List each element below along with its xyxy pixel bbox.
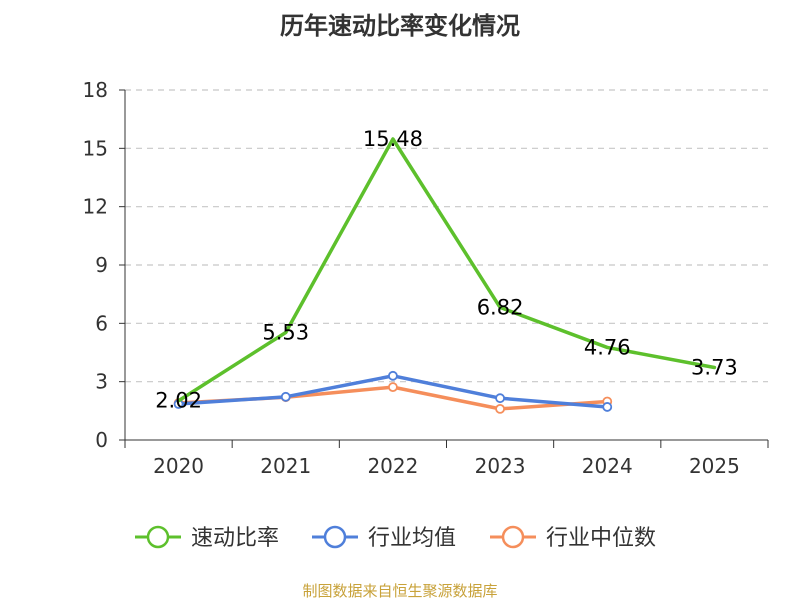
series-2-point-2022 [388, 382, 398, 393]
y-tick-label-15: 15 [83, 136, 108, 160]
grid-lines [125, 89, 768, 383]
y-tick-label-18: 18 [83, 78, 108, 102]
data-label-2022: 15.48 [363, 127, 423, 151]
legend-marker-0 [146, 525, 170, 549]
legend-label-0: 速动比率 [191, 526, 279, 551]
y-tick-label-0: 0 [95, 428, 108, 452]
series-1-point-2023 [495, 393, 505, 404]
data-label-2023: 6.82 [477, 295, 524, 319]
chart-title: 历年速动比率变化情况 [280, 12, 520, 40]
y-tick-label-9: 9 [95, 253, 108, 277]
x-tick-label-2023: 2023 [475, 454, 526, 478]
series-lines [173, 137, 717, 414]
axes: 0 3 6 9 12 15 18 2020 2021 2022 2023 2024 2025 [83, 78, 769, 478]
data-label-2021: 5.53 [262, 320, 309, 344]
data-label-2024: 4.76 [584, 335, 631, 359]
x-tick-label-2024: 2024 [582, 454, 633, 478]
legend-label-2: 行业中位数 [546, 526, 656, 551]
data-label-2025: 3.73 [691, 355, 738, 379]
source-note: 制图数据来自恒生聚源数据库 [302, 582, 497, 600]
series-1-point-2022 [388, 370, 398, 381]
y-tick-label-3: 3 [95, 370, 108, 394]
y-tick-label-6: 6 [95, 311, 108, 335]
legend-marker-1 [323, 525, 347, 549]
x-tick-label-2021: 2021 [260, 454, 311, 478]
x-tick-label-2020: 2020 [153, 454, 204, 478]
legend-marker-2 [501, 525, 525, 549]
data-labels: 2.02 5.53 15.48 6.82 4.76 3.73 [155, 127, 738, 413]
x-tick-label-2022: 2022 [367, 454, 418, 478]
legend-label-1: 行业均值 [368, 526, 456, 551]
series-line-0 [176, 137, 717, 403]
legend: 速动比率 行业均值 行业中位数 [135, 525, 656, 551]
series-2-point-2023 [495, 403, 505, 414]
series-1-point-2021 [280, 391, 291, 402]
series-1-point-2024 [602, 402, 613, 412]
data-label-2020: 2.02 [155, 389, 202, 413]
y-tick-label-12: 12 [83, 195, 108, 219]
x-tick-label-2025: 2025 [689, 454, 740, 478]
